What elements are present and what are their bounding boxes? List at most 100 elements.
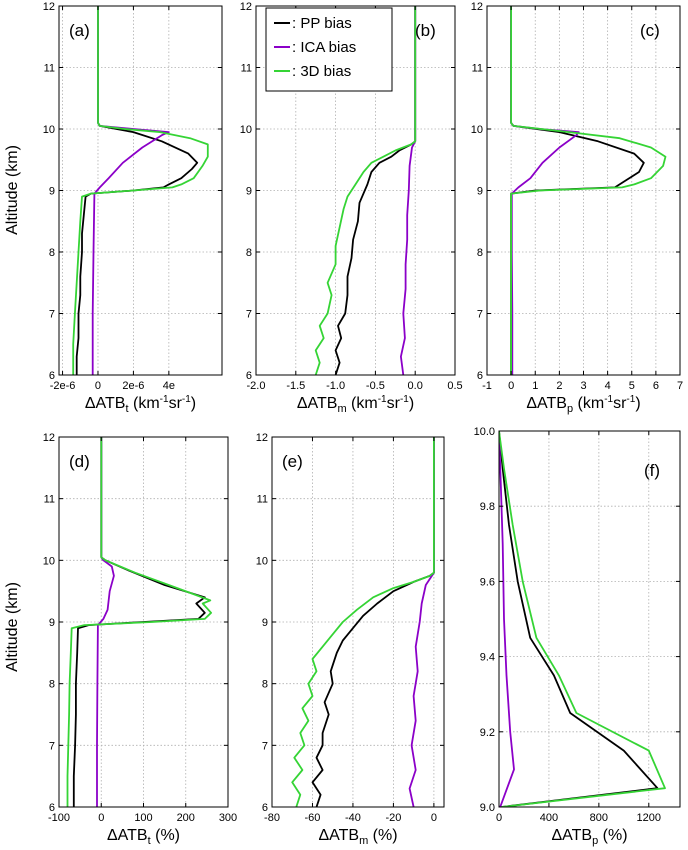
- y-tick-label: 9.0: [480, 802, 495, 814]
- x-tick-label: 0: [508, 380, 514, 392]
- panel-e: -80 -60 -40 -20 0 6 7 8 9 10 11 12 (e) ΔATBm (%): [256, 432, 445, 847]
- y-tick-label: 9: [49, 186, 55, 198]
- y-tick-label: 9.6: [480, 576, 495, 588]
- series-line-ica-bias: [399, 6, 417, 375]
- y-tick-label: 6: [477, 370, 483, 382]
- x-tick-label: 400: [540, 812, 558, 824]
- x-tick-label: -40: [345, 812, 361, 824]
- y-tick-label: 9: [477, 186, 483, 198]
- x-axis-label: ΔATBm (km-1sr-1): [297, 394, 414, 415]
- y-tick-label: 11: [472, 63, 483, 75]
- legend-label: : PP bias: [292, 15, 352, 32]
- y-tick-label: 8: [49, 679, 55, 691]
- x-axis-label: ΔATBt (km-1sr-1): [85, 394, 196, 415]
- y-tick-label: 9: [49, 617, 55, 629]
- x-tick-label: 6: [653, 380, 659, 392]
- y-tick-label: 7: [246, 309, 252, 321]
- panel-label: (d): [69, 452, 90, 471]
- y-tick-label: 10: [471, 124, 483, 136]
- x-tick-label: -20: [385, 812, 401, 824]
- legend-label: : ICA bias: [292, 39, 356, 56]
- y-tick-label: 8: [262, 679, 268, 691]
- panel-label: (c): [640, 21, 660, 40]
- panel-a: -2e-6 0 2e-6 4e 6 7 8 9 10 11 12 (a) ΔATBt (km-1sr-1…: [43, 1, 223, 415]
- series-line-3d-bias: [72, 6, 209, 375]
- x-tick-label: 1200: [637, 812, 661, 824]
- panel-b: -2.0 -1.5 -1.0 -0.5 0.0 0.5 6 7 8 9 10 11 12 (b) ΔATBm…: [240, 1, 463, 415]
- x-tick-label: 4e: [163, 380, 175, 392]
- panel-label: (f): [644, 461, 660, 480]
- y-tick-label: 9: [262, 617, 268, 629]
- y-tick-label: 9.2: [480, 727, 495, 739]
- y-tick-label: 12: [256, 432, 268, 444]
- y-tick-label: 11: [44, 63, 55, 75]
- y-tick-label: 10: [43, 124, 55, 136]
- x-tick-label: 200: [177, 812, 195, 824]
- y-tick-label: 6: [49, 802, 55, 814]
- x-tick-label: 0: [95, 380, 101, 392]
- series-line-pp-bias: [499, 431, 659, 807]
- series-line-3d-bias: [66, 437, 213, 807]
- x-axis-label: ΔATBp (%): [551, 827, 627, 847]
- series-line-pp-bias: [334, 6, 417, 375]
- y-tick-label: 10.0: [474, 426, 495, 438]
- x-tick-label: -80: [264, 812, 280, 824]
- y-tick-label: 11: [44, 494, 55, 506]
- x-tick-label: -2.0: [247, 380, 266, 392]
- y-tick-label: 8: [49, 247, 55, 259]
- y-tick-label: 12: [240, 1, 252, 13]
- y-tick-label: 12: [43, 1, 55, 13]
- y-tick-label: 10: [240, 124, 252, 136]
- y-tick-label: 12: [43, 432, 55, 444]
- y-tick-label: 6: [246, 370, 252, 382]
- y-axis-title-bottom: Altitude (km): [4, 582, 21, 672]
- x-tick-label: -1.5: [286, 380, 305, 392]
- series-line-3d-bias: [510, 6, 667, 375]
- x-tick-label: 2e-6: [122, 380, 144, 392]
- x-axis-label: ΔATBm (%): [318, 827, 397, 847]
- y-tick-label: 7: [49, 740, 55, 752]
- y-tick-label: 7: [477, 309, 483, 321]
- x-tick-label: 2: [556, 380, 562, 392]
- series-line-pp-bias: [311, 437, 435, 807]
- y-tick-label: 7: [49, 309, 55, 321]
- x-tick-label: 1: [532, 380, 538, 392]
- x-tick-label: 4: [605, 380, 611, 392]
- x-tick-label: -0.5: [366, 380, 385, 392]
- series-line-ica-bias: [408, 437, 435, 807]
- plot-frame: [498, 430, 681, 808]
- y-tick-label: 10: [43, 555, 55, 567]
- y-tick-label: 12: [471, 1, 483, 13]
- legend-label: : 3D bias: [292, 63, 351, 80]
- panel-label: (e): [282, 452, 303, 471]
- y-tick-label: 8: [477, 247, 483, 259]
- x-tick-label: 3: [580, 380, 586, 392]
- y-tick-label: 11: [257, 494, 268, 506]
- y-tick-label: 7: [262, 740, 268, 752]
- y-tick-label: 10: [256, 555, 268, 567]
- x-tick-label: 0.0: [408, 380, 423, 392]
- series-line-3d-bias: [291, 437, 435, 807]
- y-tick-label: 6: [262, 802, 268, 814]
- x-tick-label: -60: [305, 812, 321, 824]
- x-tick-label: 300: [219, 812, 237, 824]
- x-tick-label: 0: [98, 812, 104, 824]
- x-tick-label: 0.5: [447, 380, 462, 392]
- x-tick-label: 0: [431, 812, 437, 824]
- x-tick-label: 800: [590, 812, 608, 824]
- x-tick-label: 5: [629, 380, 635, 392]
- x-tick-label: -1.0: [326, 380, 345, 392]
- x-tick-label: 7: [677, 380, 683, 392]
- y-tick-label: 9: [246, 186, 252, 198]
- y-axis-title-top: Altitude (km): [4, 145, 21, 235]
- x-tick-label: -2e-6: [50, 380, 76, 392]
- series-line-3d-bias: [499, 431, 666, 807]
- x-tick-label: -1: [482, 380, 492, 392]
- series-line-ica-bias: [499, 431, 515, 807]
- x-tick-label: 100: [134, 812, 152, 824]
- panel-d: -100 0 100 200 300 6 7 8 9 10 11 12 (d) ΔATBt (%): [43, 432, 237, 847]
- x-tick-label: -100: [48, 812, 70, 824]
- x-tick-label: 0: [496, 812, 502, 824]
